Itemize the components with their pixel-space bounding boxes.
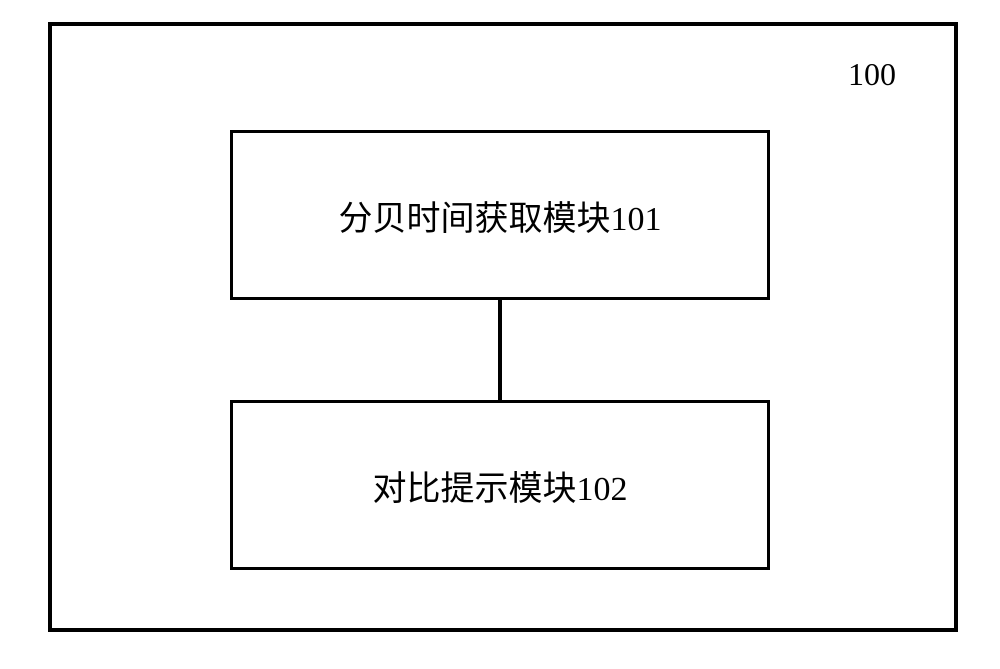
module-label-101: 分贝时间获取模块101 [339, 191, 662, 240]
module-box-102: 对比提示模块102 [230, 400, 770, 570]
module-label-102: 对比提示模块102 [373, 461, 628, 510]
module-box-101: 分贝时间获取模块101 [230, 130, 770, 300]
container-label: 100 [848, 56, 896, 93]
connector-101-102 [498, 300, 502, 400]
